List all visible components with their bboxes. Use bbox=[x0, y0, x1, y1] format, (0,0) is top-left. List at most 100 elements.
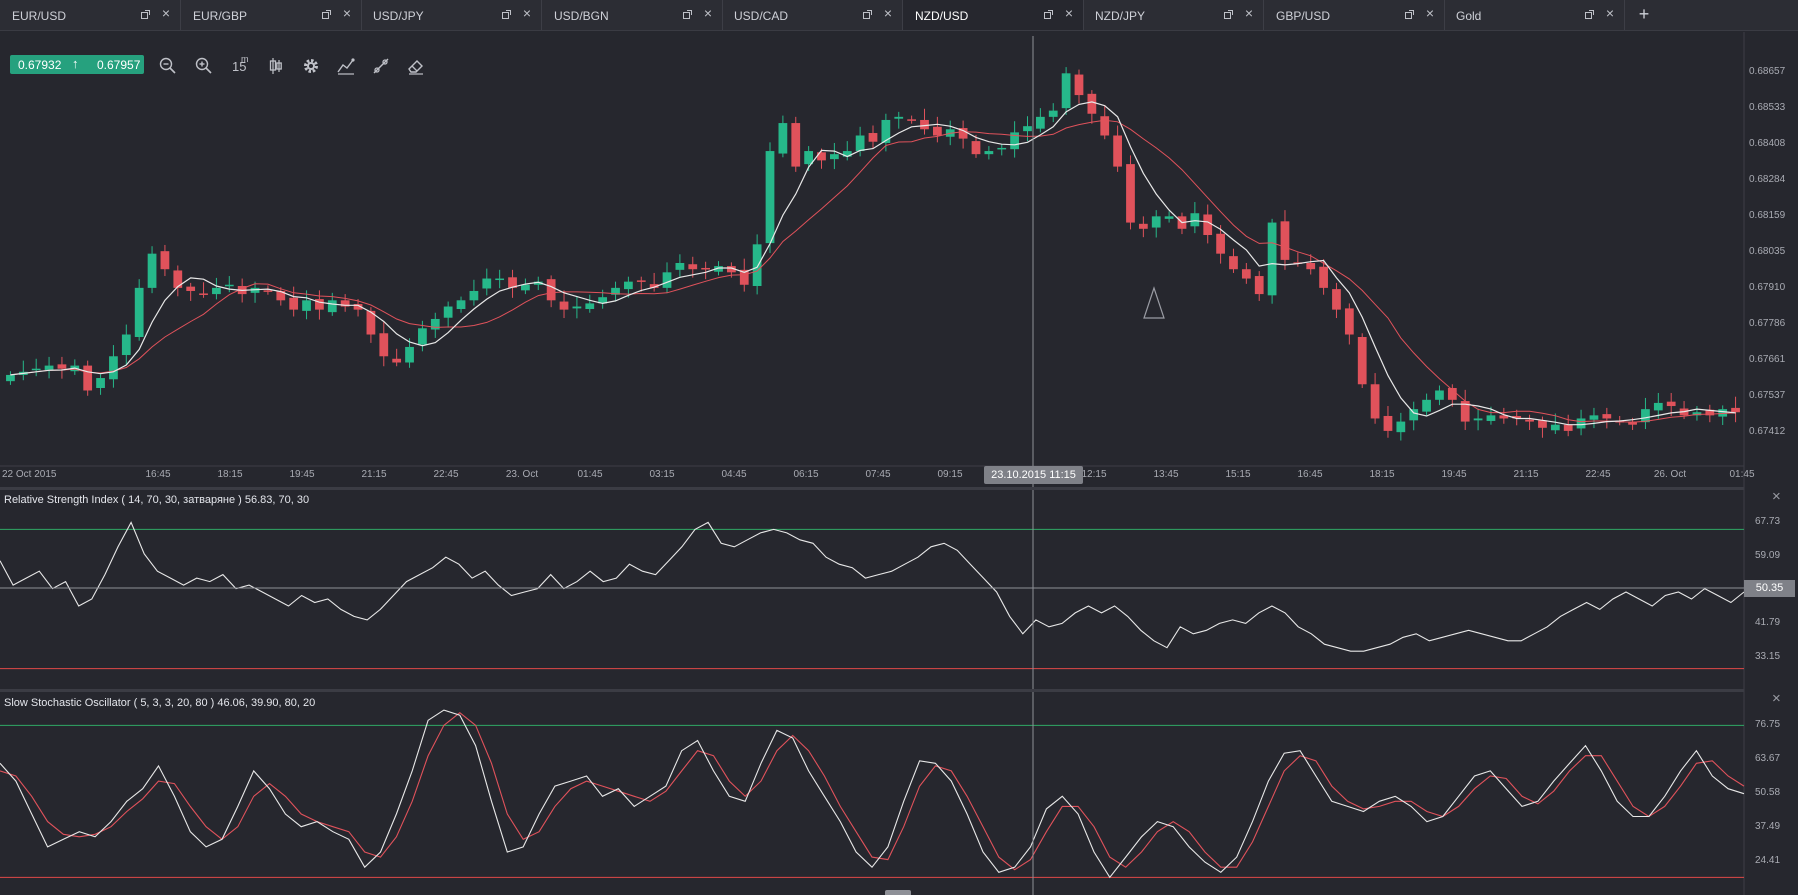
candle-body bbox=[1692, 412, 1702, 416]
rsi-close-icon[interactable]: × bbox=[1772, 488, 1781, 505]
popout-icon[interactable] bbox=[683, 8, 692, 19]
candle-body bbox=[327, 300, 337, 313]
tab-gbp-usd[interactable]: GBP/USD × bbox=[1264, 0, 1445, 30]
candle-body bbox=[379, 333, 389, 357]
price-badge[interactable]: 0.67932 ↑ 0.67957 bbox=[10, 55, 144, 74]
stoch-tick-label: 63.67 bbox=[1755, 753, 1781, 764]
settings-gear-icon[interactable] bbox=[301, 56, 321, 76]
zoom-in-icon[interactable] bbox=[194, 56, 214, 76]
close-icon[interactable]: × bbox=[883, 5, 892, 21]
tab-nzd-jpy[interactable]: NZD/JPY × bbox=[1083, 0, 1264, 30]
time-tick-label: 09:15 bbox=[937, 469, 963, 480]
tab-label: NZD/JPY bbox=[1095, 9, 1146, 23]
popout-icon[interactable] bbox=[322, 8, 331, 19]
candle-body bbox=[366, 310, 376, 335]
candle-body bbox=[1203, 214, 1213, 236]
popout-icon[interactable] bbox=[1405, 8, 1414, 19]
close-icon[interactable]: × bbox=[1425, 5, 1434, 21]
close-icon[interactable]: × bbox=[342, 5, 351, 21]
candle-body bbox=[675, 262, 685, 270]
tab-label: Gold bbox=[1456, 9, 1482, 23]
tab-usd-jpy[interactable]: USD/JPY × bbox=[361, 0, 542, 30]
candle-type-icon[interactable] bbox=[266, 56, 286, 76]
scroll-handle[interactable] bbox=[885, 890, 911, 895]
close-icon[interactable]: × bbox=[522, 5, 531, 21]
close-icon[interactable]: × bbox=[1244, 5, 1253, 21]
stoch-close-icon[interactable]: × bbox=[1772, 690, 1781, 707]
candle-body bbox=[315, 299, 324, 310]
candle-body bbox=[559, 301, 569, 310]
price-tick-label: 0.67661 bbox=[1749, 354, 1786, 365]
candle-body bbox=[1589, 415, 1599, 420]
candle-body bbox=[624, 281, 633, 290]
tab-label: USD/JPY bbox=[373, 9, 424, 23]
panel-divider[interactable] bbox=[0, 689, 1744, 692]
candle-body bbox=[765, 151, 775, 244]
tab-eur-usd[interactable]: EUR/USD × bbox=[0, 0, 181, 30]
popout-icon[interactable] bbox=[502, 8, 511, 19]
price-tick-label: 0.67910 bbox=[1749, 282, 1786, 293]
tab-usd-bgn[interactable]: USD/BGN × bbox=[542, 0, 723, 30]
candle-body bbox=[405, 346, 414, 363]
candle-body bbox=[263, 290, 273, 292]
candle-body bbox=[1538, 420, 1547, 428]
candle-body bbox=[598, 297, 608, 304]
candle-body bbox=[1666, 401, 1676, 407]
add-tab-button[interactable]: + bbox=[1638, 4, 1650, 24]
candle-body bbox=[1344, 308, 1354, 335]
eraser-icon[interactable] bbox=[406, 56, 426, 76]
candle-body bbox=[1628, 421, 1637, 425]
popout-icon[interactable] bbox=[863, 8, 872, 19]
time-tick-label: 22:45 bbox=[433, 469, 459, 480]
rsi-tick-label: 33.15 bbox=[1755, 651, 1781, 662]
tab-gold[interactable]: Gold × bbox=[1444, 0, 1625, 30]
bid-price: 0.67932 bbox=[18, 58, 62, 72]
time-tick-label: 22:45 bbox=[1585, 469, 1611, 480]
candle-body bbox=[791, 123, 801, 167]
rsi-series-line bbox=[0, 521, 1745, 652]
time-tick-label: 21:15 bbox=[361, 469, 387, 480]
candle-body bbox=[521, 284, 530, 291]
candle-body bbox=[1370, 384, 1380, 419]
price-tick-label: 0.68408 bbox=[1749, 138, 1786, 149]
popout-icon[interactable] bbox=[141, 8, 150, 19]
candle-body bbox=[1435, 390, 1444, 400]
candle-body bbox=[1164, 216, 1174, 219]
candle-body bbox=[662, 272, 672, 288]
candle-body bbox=[868, 133, 878, 142]
tab-usd-cad[interactable]: USD/CAD × bbox=[722, 0, 903, 30]
time-tick-label: 26. Oct bbox=[1653, 469, 1687, 480]
candle-body bbox=[1048, 110, 1058, 117]
popout-icon[interactable] bbox=[1044, 8, 1053, 19]
price-tick-label: 0.68657 bbox=[1749, 66, 1786, 77]
candle-body bbox=[907, 119, 916, 121]
price-direction-icon: ↑ bbox=[72, 56, 79, 71]
indicators-icon[interactable] bbox=[336, 56, 356, 76]
popout-icon[interactable] bbox=[1585, 8, 1594, 19]
rsi-tick-label: 41.79 bbox=[1755, 617, 1781, 628]
candle-body bbox=[1731, 407, 1740, 413]
candle-body bbox=[636, 280, 646, 282]
candle-body bbox=[1576, 418, 1586, 429]
candle-body bbox=[340, 300, 350, 307]
close-icon[interactable]: × bbox=[1605, 5, 1614, 21]
popout-icon[interactable] bbox=[1224, 8, 1233, 19]
candle-body bbox=[1473, 418, 1483, 421]
candle-body bbox=[649, 284, 659, 288]
close-icon[interactable]: × bbox=[161, 5, 170, 21]
tab-nzd-usd[interactable]: NZD/USD × bbox=[903, 0, 1084, 30]
tab-eur-gbp[interactable]: EUR/GBP × bbox=[181, 0, 362, 30]
close-icon[interactable]: × bbox=[1064, 5, 1073, 21]
candle-body bbox=[44, 365, 54, 370]
candle-body bbox=[418, 328, 427, 345]
time-tick-label: 16:45 bbox=[145, 469, 171, 480]
panel-divider[interactable] bbox=[0, 487, 1744, 490]
timeframe-button[interactable]: 15 bbox=[232, 59, 247, 74]
candle-body bbox=[1512, 415, 1522, 419]
candle-body bbox=[971, 141, 981, 155]
close-icon[interactable]: × bbox=[703, 5, 712, 21]
zoom-out-icon[interactable] bbox=[158, 56, 178, 76]
candle-body bbox=[6, 374, 15, 382]
drawing-tools-icon[interactable] bbox=[371, 56, 391, 76]
